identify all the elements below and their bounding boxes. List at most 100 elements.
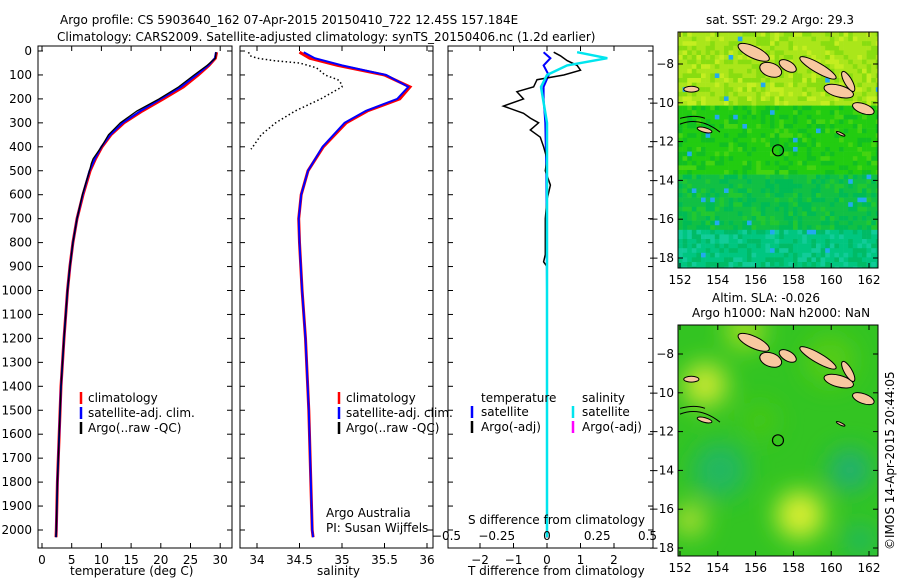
sst-cell [825,41,831,47]
sst-cell [701,73,706,79]
sst-cell [806,45,812,51]
sst-cell [724,64,729,70]
annotation-line2: PI: Susan Wijffels [326,521,428,535]
sst-cell [802,248,808,254]
sst-cell [806,257,812,263]
lon-tick-label: 154 [706,273,729,287]
sst-cell [724,59,729,65]
sst-cell [862,229,867,235]
sst-cell [714,59,720,65]
sst-cell [728,114,734,120]
sst-cell [696,68,702,74]
sla-map: 152 154 156 158 160 162−8−10−12−14−16−18 [649,324,880,575]
sst-cell [719,193,725,198]
sst-cell [843,193,849,198]
sst-cell [760,248,766,254]
sst-cell [820,257,826,263]
y-tick-label: 800 [9,236,32,250]
sst-cell [678,78,683,83]
sst-cell [871,206,877,212]
sst-cell [816,101,821,106]
sst-cell [852,55,858,60]
sst-cell [866,151,872,157]
sst-cell [742,248,748,254]
sst-cell [747,220,752,226]
sst-cell [756,105,762,111]
sst-cell [820,266,826,268]
sst-cell [724,96,729,102]
sst-cell [691,257,697,263]
sst-cell [705,183,711,189]
sst-cell [756,211,762,217]
sst-cell [825,91,831,97]
sst-cell [747,197,752,203]
sst-cell [737,160,743,166]
sst-cell [820,133,826,139]
sst-cell [875,252,878,258]
sst-cell [871,36,877,42]
sst-cell [710,101,716,106]
sst-cell [788,50,794,56]
sst-cell [862,96,867,102]
sst-cell [820,229,826,235]
sst-cell [705,160,711,166]
sst-cell [871,137,877,143]
sst-cell [724,151,729,157]
sst-cell [728,50,734,56]
sst-cell [839,262,844,267]
t-difference-axis-label: T difference from climatology [467,564,645,578]
sst-cell [696,262,702,267]
sst-cell [678,105,683,111]
sst-cell [710,266,716,268]
sst-cell [742,133,748,139]
sst-cell [774,32,780,37]
sst-cell [774,114,780,120]
sst-cell [751,124,757,129]
sst-cell [691,55,697,60]
sst-cell [756,82,762,88]
sst-cell [811,165,817,171]
sst-cell [857,252,863,258]
sst-cell [701,165,706,171]
sst-cell [852,68,858,74]
sst-cell [765,243,771,249]
sst-cell [857,78,863,83]
sst-cell [783,151,789,157]
sst-cell [770,160,775,166]
sst-cell [866,170,872,175]
sst-cell [742,82,748,88]
sst-cell [857,239,863,244]
sst-cell [724,87,729,93]
sst-cell [797,151,803,157]
sst-cell [852,160,858,166]
sst-cell [806,91,812,97]
sst-cell [682,156,688,162]
legend-label: satellite-adj. clim. [88,406,195,420]
sst-cell [825,55,831,60]
sst-cell [774,87,780,93]
sst-cell [852,179,858,185]
sst-cell [852,211,858,217]
reef-contour [679,115,721,133]
sst-cell [788,32,794,37]
sst-cell [793,137,798,143]
sst-cell [747,96,752,102]
sst-cell [774,252,780,258]
sst-cell [788,170,794,175]
sst-cell [875,193,878,198]
difference-panel: −2 −1 0 1 2−0.5 −0.25 0 0.25 0.5 [432,45,657,567]
x-tick-label: 10 [94,553,109,567]
sst-cell [710,229,716,235]
sst-cell [783,262,789,267]
sst-cell [774,55,780,60]
sst-cell [733,188,739,194]
sst-cell [783,96,789,102]
sst-cell [797,179,803,185]
sst-cell [701,151,706,157]
sst-cell [737,225,743,231]
sst-cell [724,36,729,42]
sst-cell [714,239,720,244]
sst-cell [862,128,867,134]
sst-cell [820,59,826,65]
sst-cell [682,165,688,171]
